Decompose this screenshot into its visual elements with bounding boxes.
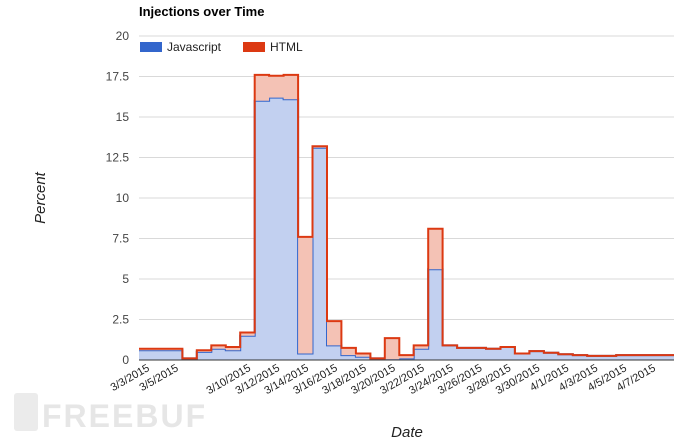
area-html [139,74,674,360]
chart-title: Injections over Time [139,4,264,19]
area-javascript [139,97,674,360]
legend-label-javascript: Javascript [167,40,222,54]
y-tick-label: 7.5 [112,232,129,246]
y-tick-label: 15 [116,110,130,124]
y-tick-label: 2.5 [112,313,129,327]
series-line-html [139,73,674,360]
plot-area [139,73,674,361]
watermark-text: FREEBUF [42,398,207,434]
legend: Javascript HTML [140,40,303,54]
y-tick-label: 12.5 [106,151,130,165]
watermark-logo-icon [14,393,38,431]
y-tick-label: 10 [116,191,130,205]
legend-label-html: HTML [270,40,303,54]
y-axis-ticks: 0 2.5 5 7.5 10 12.5 15 17.5 20 [106,29,130,367]
y-axis-label: Percent [32,171,49,224]
y-tick-label: 0 [122,353,129,367]
y-tick-label: 20 [116,29,130,43]
watermark: FREEBUF [14,393,207,434]
y-tick-label: 17.5 [106,70,130,84]
x-axis-label: Date [391,424,423,441]
legend-swatch-javascript [140,42,162,52]
y-tick-label: 5 [122,272,129,286]
gridlines [139,35,674,320]
legend-swatch-html [243,42,265,52]
